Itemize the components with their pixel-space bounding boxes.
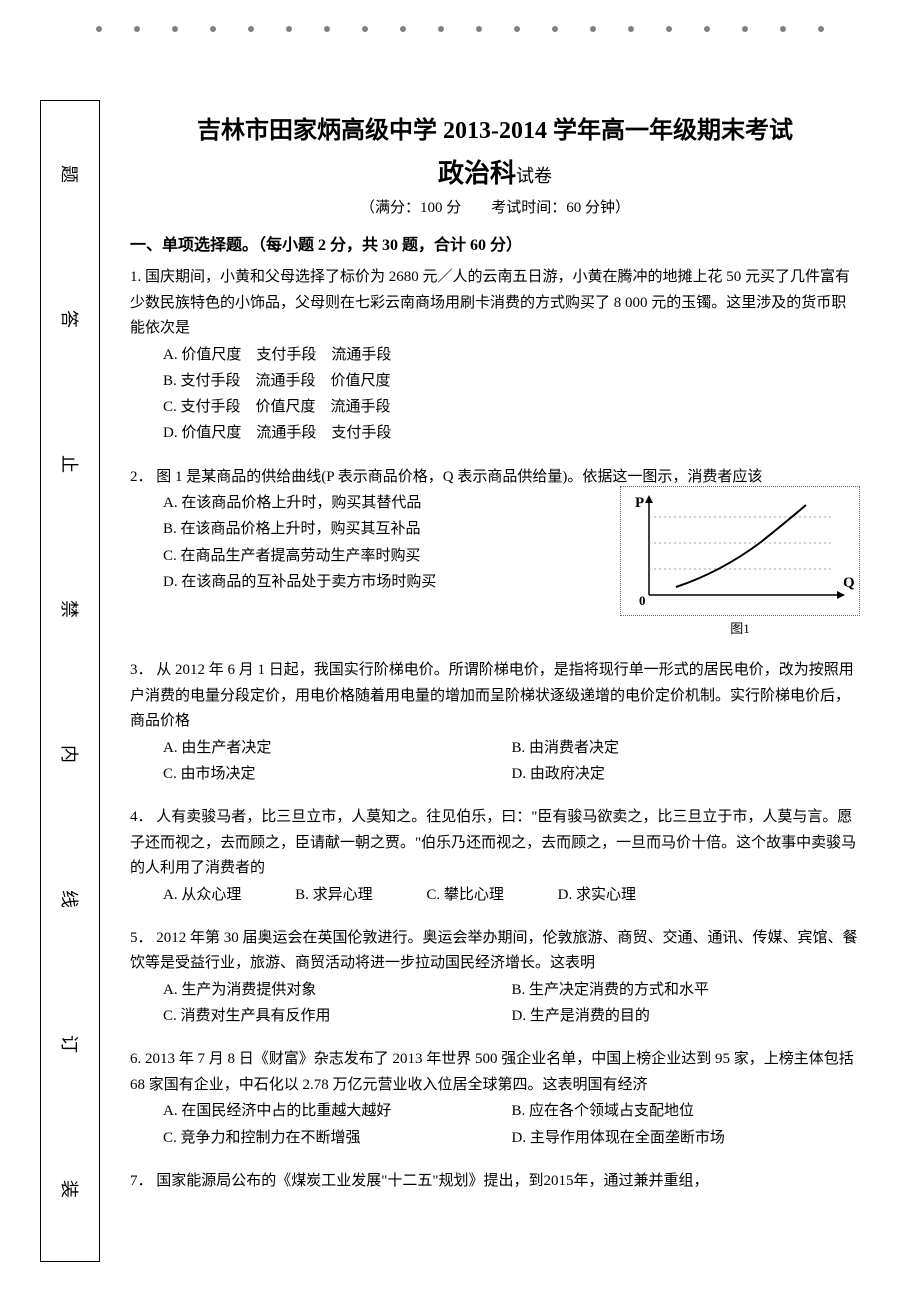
- question-5: 5． 2012 年第 30 届奥运会在英国伦敦进行。奥运会举办期间，伦敦旅游、商…: [130, 926, 860, 1030]
- question-text: 2013 年 7 月 8 日《财富》杂志发布了 2013 年世界 500 强企业…: [130, 1051, 854, 1093]
- supply-chart-container: P 0 Q 图1: [620, 486, 860, 640]
- page-content: 吉林市田家炳高级中学 2013-2014 学年高一年级期末考试 政治科试卷 （满…: [130, 110, 860, 1212]
- chart-caption: 图1: [620, 618, 860, 640]
- question-options: A. 从众心理 B. 求异心理 C. 攀比心理 D. 求实心理: [130, 882, 860, 908]
- y-axis-label: P: [635, 495, 644, 511]
- title-sub-small: 试卷: [516, 166, 552, 186]
- origin-label: 0: [639, 593, 646, 608]
- option-b: B. 由消费者决定: [512, 735, 861, 761]
- option-b: B. 支付手段 流通手段 价值尺度: [163, 368, 860, 394]
- supply-chart: P 0 Q: [620, 486, 860, 616]
- question-1: 1. 国庆期间，小黄和父母选择了标价为 2680 元／人的云南五日游，小黄在腾冲…: [130, 265, 860, 447]
- option-b: B. 生产决定消费的方式和水平: [512, 977, 861, 1003]
- option-c: C. 攀比心理: [426, 882, 504, 908]
- option-a: A. 由生产者决定: [163, 735, 512, 761]
- option-c: C. 竞争力和控制力在不断增强: [163, 1125, 512, 1151]
- x-axis-label: Q: [843, 575, 855, 591]
- binding-edge: 题 答 止 禁 内 线 订 装: [40, 100, 100, 1262]
- binding-char: 线: [57, 890, 83, 908]
- question-text: 从 2012 年 6 月 1 日起，我国实行阶梯电价。所谓阶梯电价，是指将现行单…: [130, 662, 854, 729]
- option-d: D. 主导作用体现在全面垄断市场: [512, 1125, 861, 1151]
- option-a: A. 生产为消费提供对象: [163, 977, 512, 1003]
- question-options: A. 生产为消费提供对象 B. 生产决定消费的方式和水平 C. 消费对生产具有反…: [130, 977, 860, 1030]
- title-sub: 政治科试卷: [130, 153, 860, 190]
- option-c: C. 由市场决定: [163, 761, 512, 787]
- top-hole-strip: [0, 20, 920, 38]
- question-number: 4．: [130, 809, 153, 825]
- option-a: A. 价值尺度 支付手段 流通手段: [163, 342, 860, 368]
- title-sub-bold: 政治科: [438, 159, 516, 188]
- question-options: A. 由生产者决定 B. 由消费者决定 C. 由市场决定 D. 由政府决定: [130, 735, 860, 788]
- option-b: B. 求异心理: [295, 882, 373, 908]
- option-a: A. 在国民经济中占的比重越大越好: [163, 1098, 512, 1124]
- binding-char: 装: [57, 1180, 83, 1198]
- exam-info: （满分：100 分 考试时间：60 分钟）: [130, 196, 860, 217]
- question-2: 2． 图 1 是某商品的供给曲线(P 表示商品价格，Q 表示商品供给量)。依据这…: [130, 465, 860, 641]
- binding-char: 答: [57, 310, 83, 328]
- question-number: 2．: [130, 469, 153, 485]
- question-number: 6.: [130, 1051, 141, 1067]
- question-number: 5．: [130, 930, 153, 946]
- question-number: 7．: [130, 1173, 153, 1189]
- binding-char: 禁: [57, 600, 83, 618]
- question-options: A. 在国民经济中占的比重越大越好 B. 应在各个领域占支配地位 C. 竞争力和…: [130, 1098, 860, 1151]
- option-c: C. 支付手段 价值尺度 流通手段: [163, 394, 860, 420]
- option-d: D. 求实心理: [558, 882, 636, 908]
- question-options: A. 价值尺度 支付手段 流通手段 B. 支付手段 流通手段 价值尺度 C. 支…: [130, 342, 860, 447]
- question-text: 国家能源局公布的《煤炭工业发展"十二五"规划》提出，到2015年，通过兼并重组，: [156, 1173, 708, 1189]
- x-axis-arrow-icon: [837, 591, 845, 599]
- question-text: 国庆期间，小黄和父母选择了标价为 2680 元／人的云南五日游，小黄在腾冲的地摊…: [130, 269, 850, 336]
- question-number: 1.: [130, 269, 141, 285]
- binding-char: 止: [57, 455, 83, 473]
- option-d: D. 价值尺度 流通手段 支付手段: [163, 420, 860, 446]
- y-axis-arrow-icon: [645, 495, 653, 503]
- section-header: 一、单项选择题。（每小题 2 分，共 30 题，合计 60 分）: [130, 231, 860, 255]
- option-b: B. 应在各个领域占支配地位: [512, 1098, 861, 1124]
- binding-char: 订: [57, 1035, 83, 1053]
- question-number: 3．: [130, 662, 153, 678]
- option-d: D. 由政府决定: [512, 761, 861, 787]
- title-main: 吉林市田家炳高级中学 2013-2014 学年高一年级期末考试: [130, 110, 860, 145]
- option-c: C. 消费对生产具有反作用: [163, 1003, 512, 1029]
- option-d: D. 生产是消费的目的: [512, 1003, 861, 1029]
- option-a: A. 从众心理: [163, 882, 241, 908]
- binding-char: 内: [57, 745, 83, 763]
- question-text: 2012 年第 30 届奥运会在英国伦敦进行。奥运会举办期间，伦敦旅游、商贸、交…: [130, 930, 858, 972]
- question-text: 人有卖骏马者，比三旦立市，人莫知之。往见伯乐，曰："臣有骏马欲卖之，比三旦立于市…: [130, 809, 856, 876]
- question-4: 4． 人有卖骏马者，比三旦立市，人莫知之。往见伯乐，曰："臣有骏马欲卖之，比三旦…: [130, 805, 860, 908]
- binding-char: 题: [57, 165, 83, 183]
- question-7: 7． 国家能源局公布的《煤炭工业发展"十二五"规划》提出，到2015年，通过兼并…: [130, 1169, 860, 1195]
- question-6: 6. 2013 年 7 月 8 日《财富》杂志发布了 2013 年世界 500 …: [130, 1047, 860, 1151]
- question-3: 3． 从 2012 年 6 月 1 日起，我国实行阶梯电价。所谓阶梯电价，是指将…: [130, 658, 860, 787]
- question-text: 图 1 是某商品的供给曲线(P 表示商品价格，Q 表示商品供给量)。依据这一图示…: [156, 469, 762, 485]
- supply-curve-svg: P 0 Q: [621, 487, 860, 617]
